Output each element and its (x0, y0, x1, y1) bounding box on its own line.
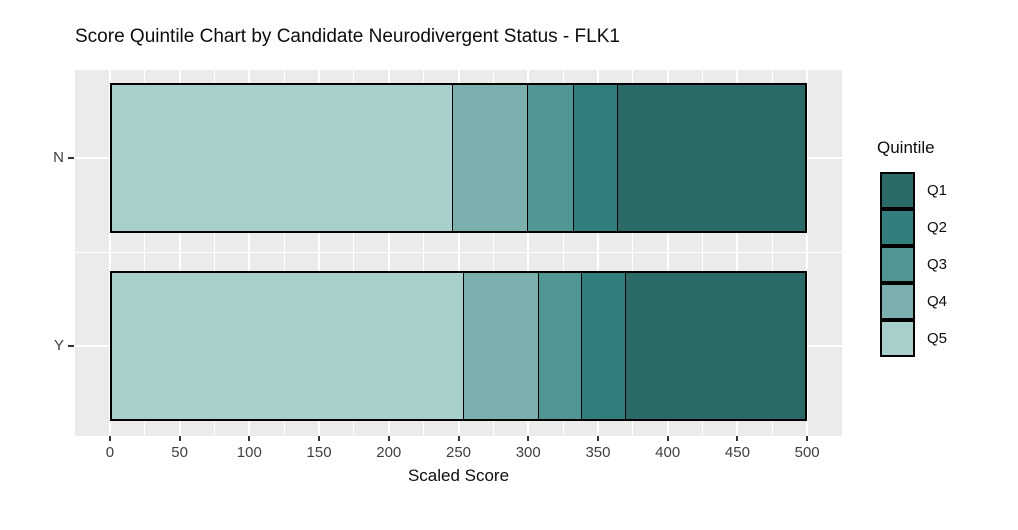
x-tick-mark (806, 436, 809, 441)
minor-gridline-v (632, 70, 634, 436)
chart-title: Score Quintile Chart by Candidate Neurod… (75, 26, 620, 47)
major-gridline-v (666, 70, 669, 436)
major-gridline-v (806, 70, 809, 436)
legend-label-Q5: Q5 (927, 329, 948, 347)
bar-segment-N-Q1 (617, 85, 806, 231)
x-tick-label: 250 (445, 444, 472, 461)
legend-swatch-Q4 (880, 283, 915, 320)
x-tick-label: 400 (655, 444, 681, 461)
legend-title: Quintile (877, 138, 935, 157)
x-tick-label: 300 (515, 444, 541, 461)
minor-gridline-v (144, 70, 146, 436)
y-tick-mark (68, 157, 74, 159)
major-gridline-v (527, 70, 530, 436)
major-gridline-v (178, 70, 181, 436)
bar-segment-N-Q4 (452, 85, 528, 231)
bar-segment-N-Q2 (573, 85, 618, 231)
x-tick-mark (596, 436, 599, 441)
bar-segment-N-Q5 (111, 85, 453, 231)
y-tick-label-Y: Y (53, 337, 64, 354)
x-tick-label: 50 (171, 444, 188, 461)
x-axis-title: Scaled Score (407, 466, 510, 485)
bar-N (109, 83, 808, 233)
legend-swatch-Q3 (880, 246, 915, 283)
x-tick-label: 200 (376, 444, 402, 461)
major-gridline-v (248, 70, 251, 436)
minor-gridline-v (213, 70, 215, 436)
legend-swatch-Q5 (880, 320, 915, 357)
x-tick-label: 450 (724, 444, 750, 461)
minor-gridline-v (771, 70, 773, 436)
minor-gridline-v (283, 70, 285, 436)
bar-segment-N-Q3 (527, 85, 574, 231)
legend-label-Q3: Q3 (927, 255, 948, 273)
x-tick-mark (457, 436, 460, 441)
major-gridline-v (596, 70, 599, 436)
bar-segment-Y-Q1 (626, 273, 806, 419)
x-tick-label: 150 (306, 444, 332, 461)
major-gridline-v (736, 70, 739, 436)
x-tick-mark (248, 436, 251, 441)
major-gridline-v (108, 70, 111, 436)
legend-swatch-Q2 (880, 209, 915, 246)
x-tick-label: 350 (585, 444, 611, 461)
legend-label-Q1: Q1 (927, 181, 948, 199)
major-gridline-v (457, 70, 460, 436)
x-tick-label: 500 (794, 444, 820, 461)
x-tick-mark (666, 436, 669, 441)
minor-gridline-v (702, 70, 704, 436)
bar-Y (109, 271, 808, 421)
legend-label-Q4: Q4 (927, 292, 948, 310)
x-tick-label: 100 (236, 444, 262, 461)
bar-segment-Y-Q5 (111, 273, 465, 419)
legend-swatch-Q1 (880, 172, 915, 209)
x-tick-label: 0 (105, 444, 115, 461)
minor-gridline-v (562, 70, 564, 436)
x-tick-mark (387, 436, 390, 441)
bar-segment-Y-Q3 (538, 273, 582, 419)
plot-panel (75, 70, 842, 436)
major-gridline-v (318, 70, 321, 436)
x-tick-mark (178, 436, 181, 441)
minor-gridline-h (75, 251, 842, 253)
minor-gridline-v (423, 70, 425, 436)
x-tick-mark (318, 436, 321, 441)
bar-segment-Y-Q4 (464, 273, 539, 419)
legend-label-Q2: Q2 (927, 218, 948, 236)
x-tick-mark (108, 436, 111, 441)
x-tick-mark (527, 436, 530, 441)
bar-segment-Y-Q2 (581, 273, 627, 419)
major-gridline-v (387, 70, 390, 436)
minor-gridline-v (492, 70, 494, 436)
y-tick-mark (68, 345, 74, 347)
x-tick-mark (736, 436, 739, 441)
minor-gridline-v (353, 70, 355, 436)
y-tick-label-N: N (53, 149, 64, 166)
